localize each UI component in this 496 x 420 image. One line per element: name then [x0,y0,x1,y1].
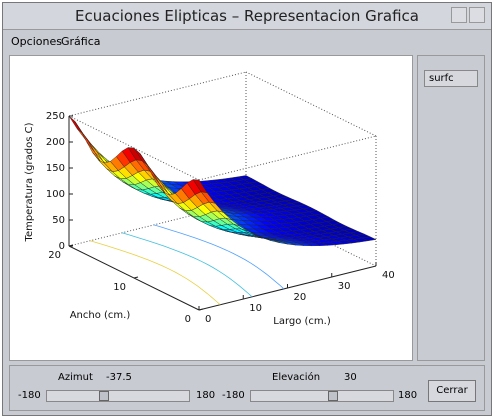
menu-bar: Opciones Gráfica [3,30,491,52]
elevation-min: -180 [222,390,245,401]
z-tick-label: 100 [46,189,65,200]
x-tick-label: 20 [294,292,307,303]
azimuth-max: 180 [196,390,216,401]
box-edge [68,71,247,117]
title-bar: Ecuaciones Elipticas – Representacion Gr… [3,3,491,30]
azimuth-value: -37.5 [106,372,132,383]
y-tick [68,244,74,247]
surface-plot: 0 50 100 150 200 250 0 10 20 30 40 0 10 20 Temperatura… [24,71,395,327]
elevation-label: Elevación [272,372,321,383]
close-button[interactable]: Cerrar [428,380,476,402]
x-tick-label: 0 [205,314,211,325]
minimize-button[interactable] [451,7,467,23]
plot-panel: 0 50 100 150 200 250 0 10 20 30 40 0 10 20 Temperatura… [9,55,413,361]
y-axis-label: Ancho (cm.) [70,310,131,321]
x-tick-label: 40 [382,270,395,281]
contour-line [90,240,221,306]
surface-patch [88,141,103,162]
contour-line [153,224,285,290]
box-edge [245,71,377,137]
plot-type-select[interactable]: surfc [424,70,478,87]
window: Ecuaciones Elipticas – Representacion Gr… [2,2,492,416]
surface-patch [80,130,95,153]
z-tick-label: 0 [59,241,65,252]
maximize-button[interactable] [469,7,485,23]
select-value: surfc [429,73,454,84]
z-axis-label: Temperatura (grados C) [24,122,35,242]
side-panel: surfc [417,55,485,361]
y-tick-label: 10 [113,282,126,293]
azimuth-slider[interactable] [46,390,190,402]
slider-thumb[interactable] [328,391,338,401]
z-tick-label: 50 [52,215,65,226]
x-tick-label: 30 [338,281,351,292]
x-tick-label: 10 [249,303,262,314]
z-tick-label: 200 [46,137,65,148]
x-axis-label: Largo (cm.) [273,316,331,327]
y-tick-label: 20 [48,250,61,261]
z-tick-label: 250 [46,111,65,122]
z-tick-label: 150 [46,163,65,174]
y-tick [198,308,204,311]
elevation-slider[interactable] [250,390,394,402]
contour-line [121,232,253,298]
slider-thumb[interactable] [99,391,110,401]
menu-item[interactable]: Opciones [11,35,62,48]
menu-item[interactable]: Gráfica [61,35,101,48]
box-edge [198,135,377,181]
control-panel: Azimut -37.5 -180 180 Elevación 30 -180 … [9,365,485,411]
azimuth-label: Azimut [58,372,93,383]
y-tick [133,276,139,279]
elevation-max: 180 [398,390,418,401]
elevation-value: 30 [344,372,357,383]
surface-patch [192,179,208,193]
window-title: Ecuaciones Elipticas – Representacion Gr… [75,7,419,25]
box-edge [68,201,247,247]
y-tick-label: 0 [185,314,191,325]
azimuth-min: -180 [18,390,41,401]
